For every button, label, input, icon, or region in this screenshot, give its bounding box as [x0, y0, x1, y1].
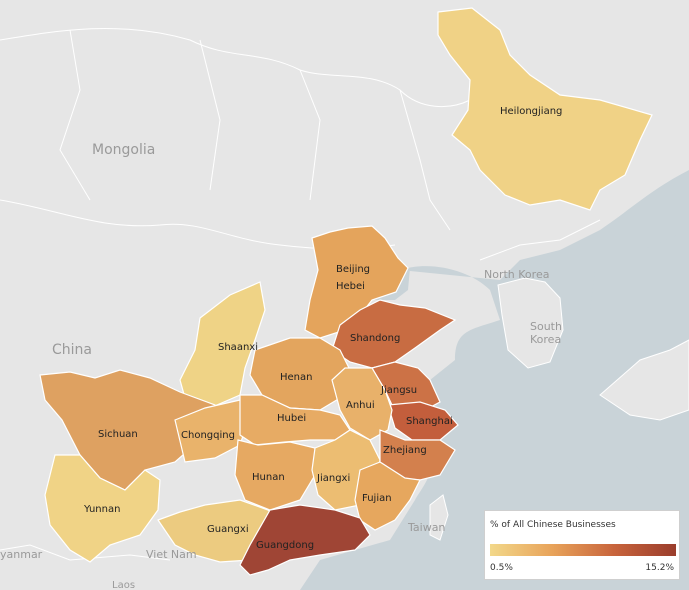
label-hubei: Hubei	[277, 413, 306, 424]
legend-title: % of All Chinese Businesses	[490, 520, 616, 530]
label-anhui: Anhui	[346, 400, 375, 411]
province-hunan[interactable]	[234, 439, 319, 511]
label-shaanxi: Shaanxi	[218, 342, 258, 353]
color-legend: % of All Chinese Businesses 0.5% 15.2%	[484, 510, 680, 580]
label-chongqing: Chongqing	[181, 430, 235, 441]
label-beijing: Beijing	[336, 264, 370, 275]
label-jiangxi: Jiangxi	[316, 473, 350, 484]
label-yunnan: Yunnan	[83, 504, 120, 515]
country-label-laos: Laos	[112, 580, 135, 590]
province-anhui[interactable]	[331, 367, 393, 441]
country-label-north-korea: North Korea	[484, 268, 549, 281]
legend-min-label: 0.5%	[490, 563, 513, 573]
label-shandong: Shandong	[350, 333, 400, 344]
province-beijing-hebei[interactable]	[304, 225, 409, 339]
country-label-vietnam: Viet Nam	[146, 548, 197, 561]
province-layer[interactable]	[39, 7, 653, 576]
country-label-taiwan: Taiwan	[407, 521, 445, 534]
label-fujian: Fujian	[362, 493, 392, 504]
province-yunnan[interactable]	[44, 454, 161, 563]
label-hunan: Hunan	[252, 472, 285, 483]
label-jiangsu: Jiangsu	[380, 385, 417, 396]
label-heilongjiang: Heilongjiang	[500, 106, 562, 117]
province-shandong[interactable]	[331, 299, 457, 369]
province-labels: Heilongjiang Beijing Hebei Shandong Shaa…	[83, 106, 562, 551]
japan-land	[599, 339, 689, 421]
legend-color-ramp	[490, 544, 676, 556]
province-shaanxi[interactable]	[179, 281, 266, 409]
label-guangxi: Guangxi	[207, 524, 249, 535]
label-shanghai: Shanghai	[406, 416, 453, 427]
province-heilongjiang[interactable]	[437, 7, 653, 211]
label-zhejiang: Zhejiang	[383, 445, 427, 456]
legend-max-label: 15.2%	[645, 563, 674, 573]
province-guangdong[interactable]	[239, 504, 371, 576]
country-label-china: China	[52, 342, 92, 358]
country-label-south-korea-2: Korea	[530, 333, 561, 346]
sea-yellow-sea	[300, 170, 689, 590]
label-henan: Henan	[280, 372, 312, 383]
label-hebei: Hebei	[336, 281, 365, 292]
korea-land	[497, 277, 564, 369]
country-label-myanmar: yanmar	[0, 548, 43, 561]
label-sichuan: Sichuan	[98, 429, 138, 440]
province-shanghai[interactable]	[387, 401, 459, 441]
label-guangdong: Guangdong	[256, 540, 314, 551]
province-fujian[interactable]	[354, 461, 421, 531]
country-label-mongolia: Mongolia	[92, 142, 155, 158]
country-label-south-korea: South	[530, 320, 562, 333]
taiwan-land	[429, 494, 449, 541]
